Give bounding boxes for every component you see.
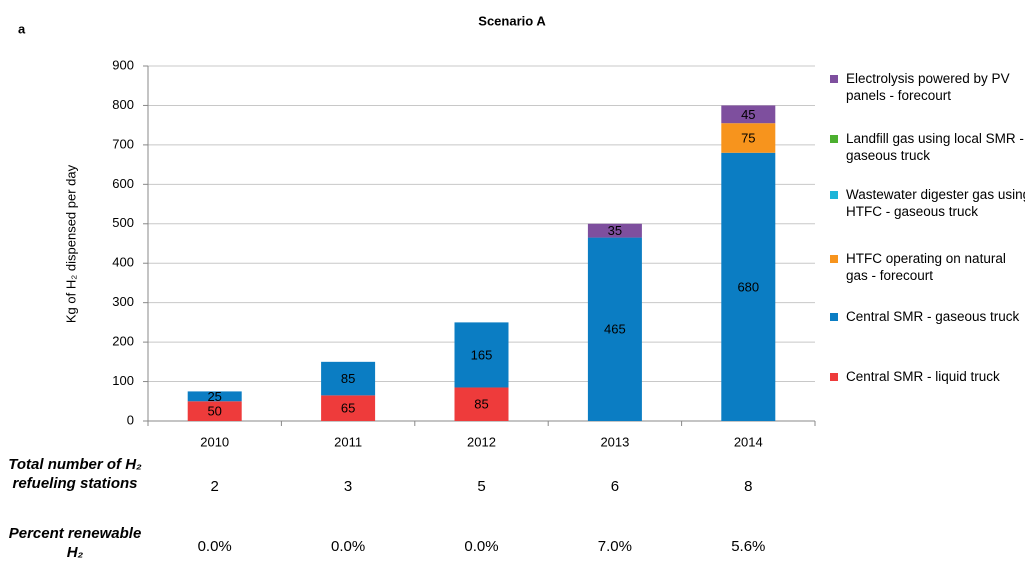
legend-label: Electrolysis powered by PV panels - fore… [846, 71, 1010, 103]
bar-segment [187, 391, 242, 402]
bar-segment [321, 395, 376, 421]
data-label: 165 [471, 347, 493, 362]
legend-label: Landfill gas using local SMR - gaseous t… [846, 131, 1024, 163]
legend-swatch [830, 135, 838, 143]
y-tick-label: 400 [112, 255, 134, 270]
bar-segment [187, 401, 242, 421]
y-tick-label: 0 [127, 412, 134, 427]
data-label: 680 [737, 279, 759, 294]
y-tick-label: 700 [112, 136, 134, 151]
legend-label: Central SMR - gaseous truck [846, 309, 1020, 324]
chart-title: Scenario A [478, 13, 546, 28]
bar-segment [587, 223, 642, 238]
data-label: 65 [341, 401, 355, 416]
y-tick-label: 100 [112, 373, 134, 388]
legend-swatch [830, 191, 838, 199]
y-tick-label: 300 [112, 294, 134, 309]
x-tick-label: 2014 [734, 434, 763, 449]
legend-label: Wastewater digester gas using HTFC - gas… [846, 187, 1025, 219]
y-tick-label: 200 [112, 334, 134, 349]
bar-segment [454, 322, 509, 388]
table-cell: 6 [610, 478, 620, 495]
bar-segment [321, 361, 376, 396]
data-label: 85 [341, 371, 355, 386]
legend-swatch [830, 255, 838, 263]
table-cell: 0.0% [330, 538, 366, 555]
y-tick-label: 600 [112, 176, 134, 191]
data-label: 45 [741, 107, 755, 122]
legend-swatch [830, 373, 838, 381]
table-row-label: Percent renewable H₂ [8, 525, 142, 561]
legend-label: HTFC operating on natural gas - forecour… [846, 251, 1006, 283]
data-label: 25 [207, 389, 221, 404]
x-tick-label: 2010 [200, 434, 229, 449]
legend-swatch [830, 75, 838, 83]
table-cell: 5.6% [731, 538, 766, 555]
y-tick-label: 900 [112, 57, 134, 72]
table-cell: 2 [210, 478, 219, 495]
legend-swatch [830, 313, 838, 321]
x-tick-label: 2013 [600, 434, 629, 449]
table-cell: 8 [744, 478, 753, 495]
data-label: 85 [474, 397, 488, 412]
table-cell: 0.0% [197, 538, 232, 555]
bar-segment [454, 387, 509, 421]
y-tick-label: 800 [112, 97, 134, 112]
bar-segment [721, 105, 776, 124]
x-tick-label: 2011 [334, 434, 362, 449]
bar-segment [721, 123, 776, 153]
data-label: 465 [604, 322, 626, 337]
data-label: 35 [608, 223, 622, 238]
table-cell: 0.0% [464, 538, 499, 555]
table-row-label: Total number of H₂ refueling stations [8, 456, 142, 492]
panel-label: a [18, 21, 26, 36]
legend-label: Central SMR - liquid truck [846, 369, 1000, 384]
y-axis-label: Kg of H₂ dispensed per day [63, 164, 78, 323]
data-label: 50 [207, 404, 221, 419]
x-tick-label: 2012 [467, 434, 496, 449]
table-cell: 7.0% [597, 538, 632, 555]
bar-segment [587, 237, 642, 421]
bar-segment [721, 152, 776, 421]
y-tick-label: 500 [112, 215, 134, 230]
table-cell: 5 [477, 478, 486, 495]
data-label: 75 [741, 130, 755, 145]
table-cell: 3 [343, 478, 353, 495]
